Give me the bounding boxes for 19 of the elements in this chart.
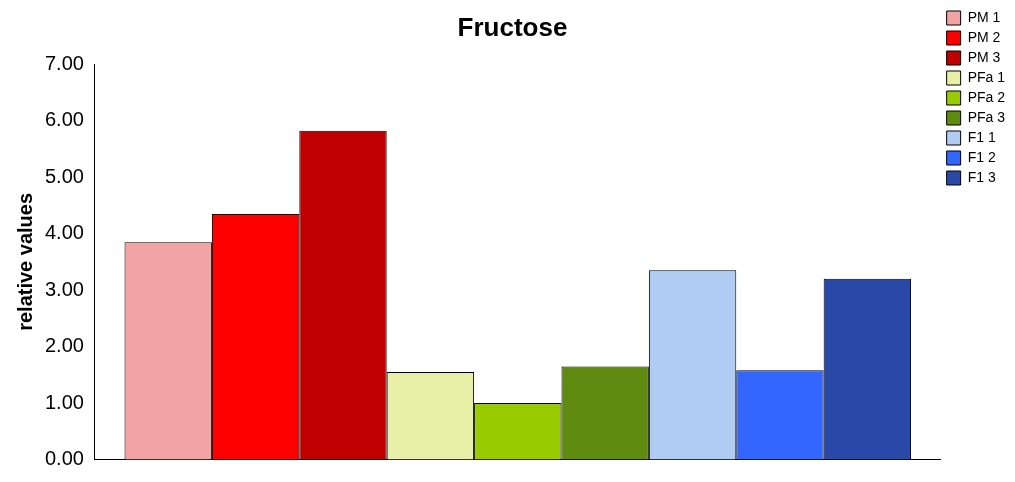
y-tick-label: 3.00	[44, 277, 84, 300]
legend-label: PFa 2	[967, 88, 1006, 105]
y-tick-label: 5.00	[44, 164, 84, 187]
legend-label: PM 3	[967, 48, 1001, 65]
chart-title: Fructose	[457, 11, 568, 42]
legend-label: PFa 1	[967, 68, 1006, 85]
y-axis-title: relative values	[13, 192, 36, 331]
legend-label: F1 1	[967, 128, 996, 145]
y-tick-label: 7.00	[44, 51, 84, 74]
y-tick-label: 6.00	[44, 108, 84, 131]
legend-label: PFa 3	[967, 108, 1006, 125]
legend-label: F1 2	[967, 148, 996, 165]
legend-label: PM 2	[967, 28, 1001, 45]
y-tick-label: 0.00	[44, 447, 84, 470]
y-tick-label: 1.00	[44, 390, 84, 413]
y-tick-label: 4.00	[44, 221, 84, 244]
legend-label: F1 3	[967, 168, 996, 185]
legend-label: PM 1	[967, 8, 1001, 25]
y-tick-label: 2.00	[44, 334, 84, 357]
